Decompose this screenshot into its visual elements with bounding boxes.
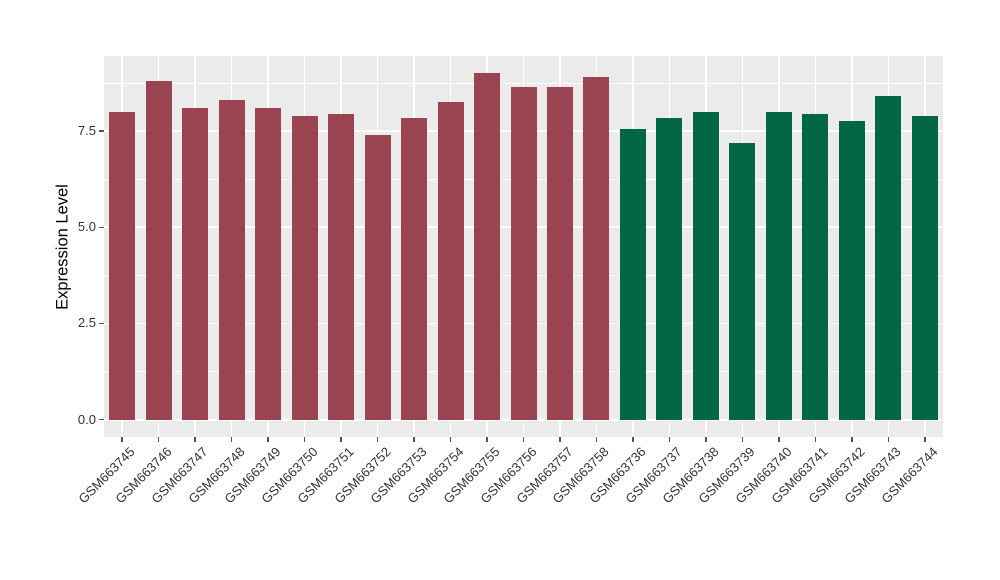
x-tick-mark <box>595 437 598 442</box>
bar-GSM663746 <box>145 81 172 420</box>
plot-area <box>104 56 943 437</box>
x-tick-mark <box>668 437 671 442</box>
x-tick-mark <box>559 437 561 442</box>
bar-GSM663754 <box>437 102 464 420</box>
x-tick-mark <box>340 437 342 442</box>
y-tick-label: 7.5 <box>77 123 96 139</box>
bar-GSM663747 <box>182 107 209 420</box>
bar-GSM663757 <box>546 86 573 420</box>
x-tick-mark <box>194 437 196 442</box>
bar-GSM663758 <box>583 77 610 420</box>
bar-GSM663751 <box>328 113 355 420</box>
x-tick-mark <box>486 437 488 442</box>
bar-GSM663743 <box>875 96 902 420</box>
bar-GSM663756 <box>510 86 537 420</box>
y-tick-mark <box>99 130 104 132</box>
x-tick-mark <box>741 437 744 442</box>
x-tick-mark <box>267 437 269 442</box>
bar-GSM663750 <box>291 115 318 420</box>
y-tick-label: 2.5 <box>77 315 96 331</box>
x-tick-mark <box>413 437 415 442</box>
bar-GSM663749 <box>255 107 282 420</box>
bar-GSM663738 <box>692 111 719 420</box>
x-tick-mark <box>851 437 853 442</box>
x-tick-mark <box>814 437 817 442</box>
minor-gridline <box>104 82 943 84</box>
x-tick-mark <box>924 437 926 442</box>
x-tick-mark <box>157 437 160 442</box>
bar-GSM663745 <box>109 111 136 420</box>
bar-GSM663744 <box>911 115 938 420</box>
x-tick-mark <box>121 437 123 442</box>
bar-GSM663737 <box>656 117 683 420</box>
bar-GSM663752 <box>364 134 391 420</box>
y-tick-mark <box>99 418 104 421</box>
y-tick-mark <box>99 226 104 228</box>
x-tick-mark <box>522 437 525 442</box>
major-gridline <box>104 418 943 421</box>
y-tick-label: 0.0 <box>77 411 96 427</box>
x-tick-mark <box>376 437 379 442</box>
y-tick-mark <box>99 322 104 325</box>
x-tick-mark <box>887 437 890 442</box>
bar-GSM663742 <box>838 121 865 420</box>
bar-GSM663736 <box>619 129 646 420</box>
bar-GSM663741 <box>802 113 829 420</box>
y-axis-title: Expression Level <box>53 184 72 310</box>
bar-GSM663740 <box>765 111 792 420</box>
bar-GSM663753 <box>401 117 428 420</box>
x-tick-mark <box>778 437 780 442</box>
x-tick-mark <box>705 437 707 442</box>
bar-GSM663748 <box>218 100 245 420</box>
x-tick-mark <box>449 437 452 442</box>
x-tick-mark <box>303 437 306 442</box>
x-tick-mark <box>632 437 634 442</box>
x-tick-mark <box>230 437 233 442</box>
bar-GSM663755 <box>474 73 501 420</box>
y-tick-label: 5.0 <box>77 219 96 235</box>
bar-GSM663739 <box>729 142 756 420</box>
